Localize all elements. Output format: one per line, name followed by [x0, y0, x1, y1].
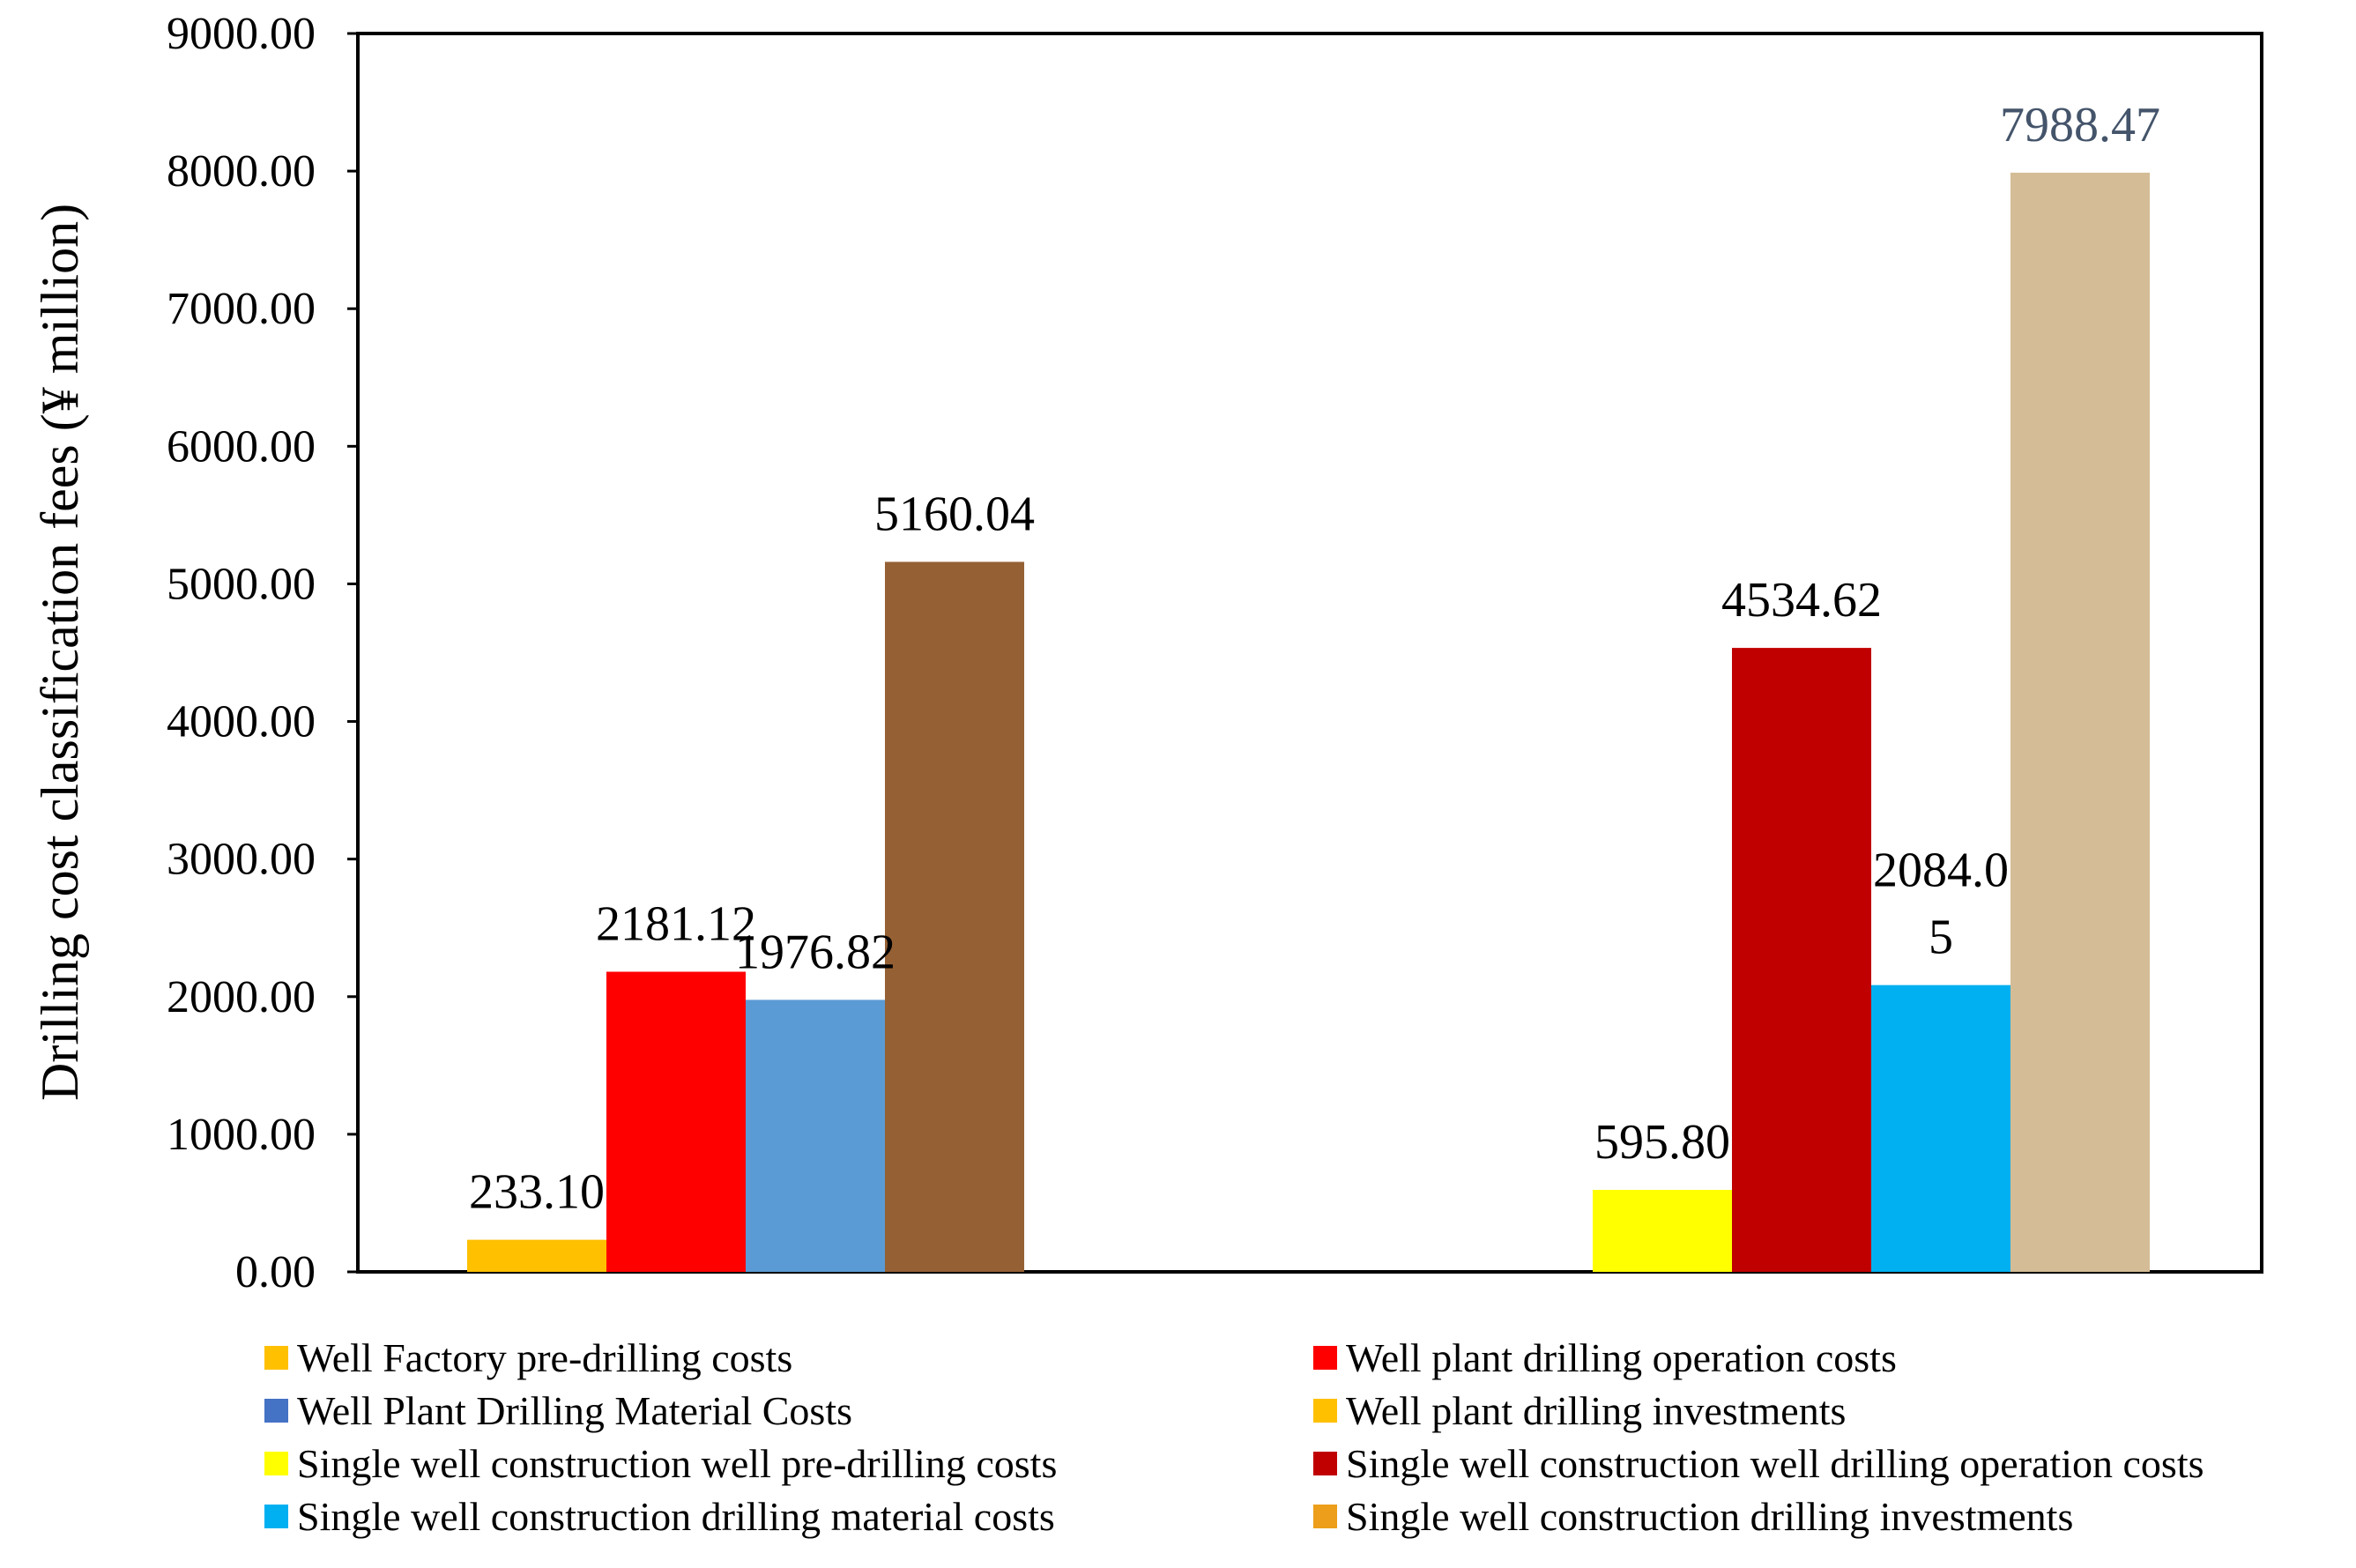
- y-tick-label: 4000.00: [167, 697, 316, 747]
- y-tick-label: 1000.00: [167, 1110, 316, 1160]
- legend-swatch: [1313, 1452, 1337, 1475]
- legend-item: Well Plant Drilling Material Costs: [264, 1388, 1313, 1433]
- legend-item: Single well construction well drilling o…: [1313, 1441, 2345, 1486]
- legend-item: Well plant drilling investments: [1313, 1388, 2345, 1433]
- legend-item: Single well construction well pre-drilli…: [264, 1441, 1313, 1486]
- bar: [467, 1239, 606, 1272]
- legend-label: Well Plant Drilling Material Costs: [297, 1388, 853, 1433]
- bar: [1871, 985, 2010, 1272]
- y-axis-ticks: 0.00 1000.00 2000.00 3000.00 4000.00 5000.00 6…: [167, 9, 358, 1297]
- bar: [1593, 1189, 1732, 1272]
- legend-label: Single well construction drilling invest…: [1346, 1494, 2074, 1539]
- bar: [885, 561, 1024, 1272]
- bar: [746, 1000, 885, 1272]
- legend-label: Well Factory pre-drilling costs: [297, 1335, 793, 1380]
- bars: [467, 172, 2150, 1272]
- legend-label: Single well construction well pre-drilli…: [297, 1441, 1058, 1486]
- legend: Well Factory pre-drilling costs Well plan…: [264, 1335, 2345, 1539]
- legend-item: Well plant drilling operation costs: [1313, 1335, 2345, 1380]
- y-tick-label: 8000.00: [167, 146, 316, 197]
- legend-swatch: [264, 1505, 288, 1528]
- y-tick-label: 3000.00: [167, 835, 316, 885]
- legend-item: Well Factory pre-drilling costs: [264, 1335, 1313, 1380]
- legend-swatch: [1313, 1399, 1337, 1423]
- data-label: 5: [1929, 910, 1953, 965]
- data-label: 2181.12: [596, 897, 756, 952]
- data-label: 5160.04: [874, 487, 1035, 541]
- legend-item: Single well construction drilling invest…: [1313, 1494, 2345, 1539]
- data-label: 2084.0: [1873, 843, 2009, 898]
- legend-item: Single well construction drilling materi…: [264, 1494, 1313, 1539]
- legend-swatch: [264, 1399, 288, 1423]
- y-tick-label: 5000.00: [167, 559, 316, 609]
- data-label: 595.80: [1594, 1115, 1730, 1170]
- plot-area-frame: [356, 32, 2263, 1274]
- y-tick-label: 0.00: [235, 1247, 316, 1297]
- y-tick-label: 2000.00: [167, 972, 316, 1022]
- bar: [606, 971, 746, 1272]
- data-label: 4534.62: [1721, 573, 1882, 628]
- legend-swatch: [264, 1346, 288, 1370]
- bar: [1732, 648, 1871, 1272]
- data-label: 7988.47: [2000, 98, 2160, 152]
- bar-chart: 0.00 1000.00 2000.00 3000.00 4000.00 5000.00 6…: [31, 9, 2263, 1297]
- legend-label: Well plant drilling investments: [1346, 1388, 1847, 1433]
- y-axis-title: Drilling cost classification fees (¥ mil…: [31, 204, 89, 1101]
- legend-swatch: [1313, 1505, 1337, 1528]
- data-label: 1976.82: [735, 925, 896, 979]
- legend-label: Well plant drilling operation costs: [1346, 1335, 1897, 1380]
- legend-label: Single well construction well drilling o…: [1346, 1441, 2204, 1486]
- legend-swatch: [264, 1452, 288, 1475]
- legend-swatch: [1313, 1346, 1337, 1370]
- y-tick-label: 9000.00: [167, 9, 316, 59]
- data-label: 233.10: [469, 1165, 605, 1220]
- y-tick-label: 7000.00: [167, 284, 316, 334]
- legend-label: Single well construction drilling materi…: [297, 1494, 1055, 1539]
- bar: [2010, 172, 2150, 1272]
- y-tick-label: 6000.00: [167, 421, 316, 472]
